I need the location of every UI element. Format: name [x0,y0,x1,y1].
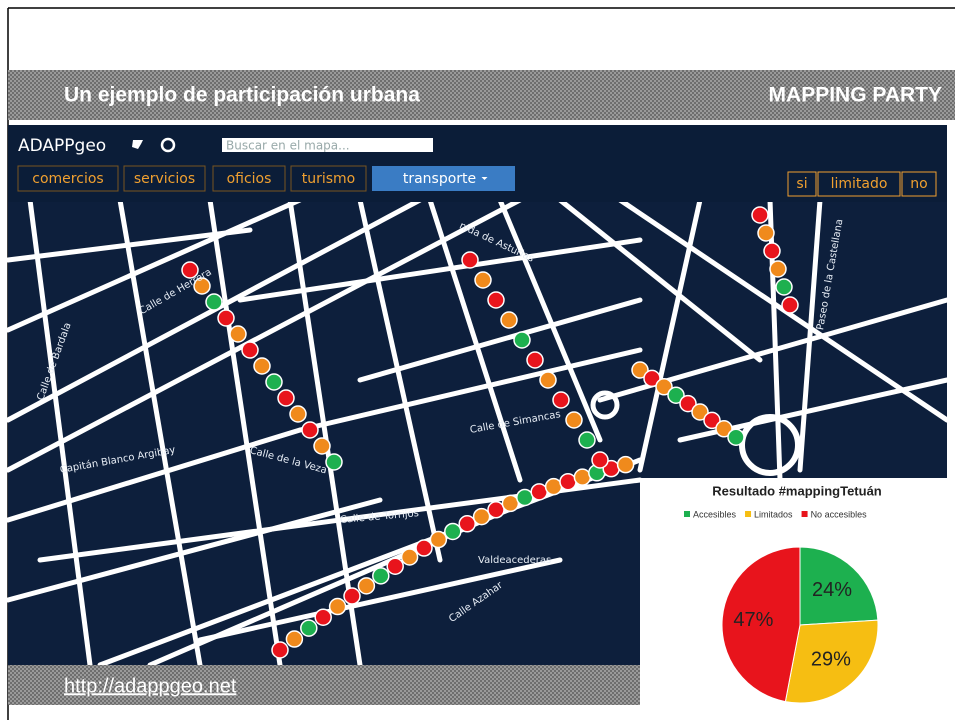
legend-swatch [802,511,808,517]
poi-marker [445,523,461,539]
poi-marker [488,502,504,518]
poi-marker [579,432,595,448]
poi-marker [326,454,342,470]
category-label: transporte [403,171,476,187]
category-label: comercios [32,171,103,187]
poi-marker [764,243,780,259]
poi-marker [475,272,491,288]
category-label: servicios [134,171,195,187]
poi-marker [272,642,288,658]
poi-marker [344,588,360,604]
poi-marker [266,374,282,390]
chart-title: Resultado #mappingTetuán [712,483,882,498]
poi-marker [459,516,475,532]
footer-link[interactable]: http://adappgeo.net [64,675,237,697]
poi-marker [592,452,608,468]
poi-marker [546,479,562,495]
poi-marker [574,469,590,485]
legend-label: No accesibles [811,509,868,519]
search-placeholder: Buscar en el mapa... [226,139,350,153]
poi-marker [416,540,432,556]
filter-label: no [910,176,927,192]
poi-marker [286,631,302,647]
poi-marker [776,279,792,295]
filter-label: limitado [831,176,888,192]
slide: Un ejemplo de participación urbana MAPPI… [0,0,955,720]
poi-marker [330,599,346,615]
slide-canvas: Un ejemplo de participación urbana MAPPI… [0,0,955,720]
poi-marker [290,406,306,422]
legend-swatch [684,511,690,517]
poi-marker [527,352,543,368]
poi-marker [502,495,518,511]
poi-marker [315,609,331,625]
poi-marker [301,620,317,636]
slide-title: Un ejemplo de participación urbana [64,84,420,107]
poi-marker [758,225,774,241]
slice-label: 47% [733,609,773,631]
poi-marker [358,578,374,594]
poi-marker [531,484,547,500]
poi-marker [618,457,634,473]
poi-marker [514,332,530,348]
poi-marker [501,312,517,328]
poi-marker [278,390,294,406]
poi-marker [242,342,258,358]
slide-tag: MAPPING PARTY [769,84,942,107]
poi-marker [540,372,556,388]
filter-label: si [796,176,807,192]
poi-marker [553,392,569,408]
poi-marker [314,438,330,454]
poi-marker [218,310,234,326]
poi-marker [206,294,222,310]
slice-label: 29% [811,648,851,670]
poi-marker [474,509,490,525]
poi-marker [387,558,403,574]
legend-swatch [745,511,751,517]
poi-marker [782,297,798,313]
poi-marker [254,358,270,374]
category-label: turismo [302,171,356,187]
street-label: Valdeacederas [478,555,551,566]
category-label: oficios [227,171,272,187]
poi-marker [752,207,768,223]
poi-marker [230,326,246,342]
legend-label: Limitados [754,509,793,519]
poi-marker [462,252,478,268]
brand: ADAPPgeo [18,136,106,156]
legend-label: Accesibles [693,509,737,519]
poi-marker [488,292,504,308]
poi-marker [517,489,533,505]
poi-marker [373,568,389,584]
poi-marker [402,549,418,565]
poi-marker [770,261,786,277]
poi-marker [728,429,744,445]
slice-label: 24% [812,579,852,601]
poi-marker [560,474,576,490]
poi-marker [566,412,582,428]
poi-marker [430,532,446,548]
poi-marker [302,422,318,438]
